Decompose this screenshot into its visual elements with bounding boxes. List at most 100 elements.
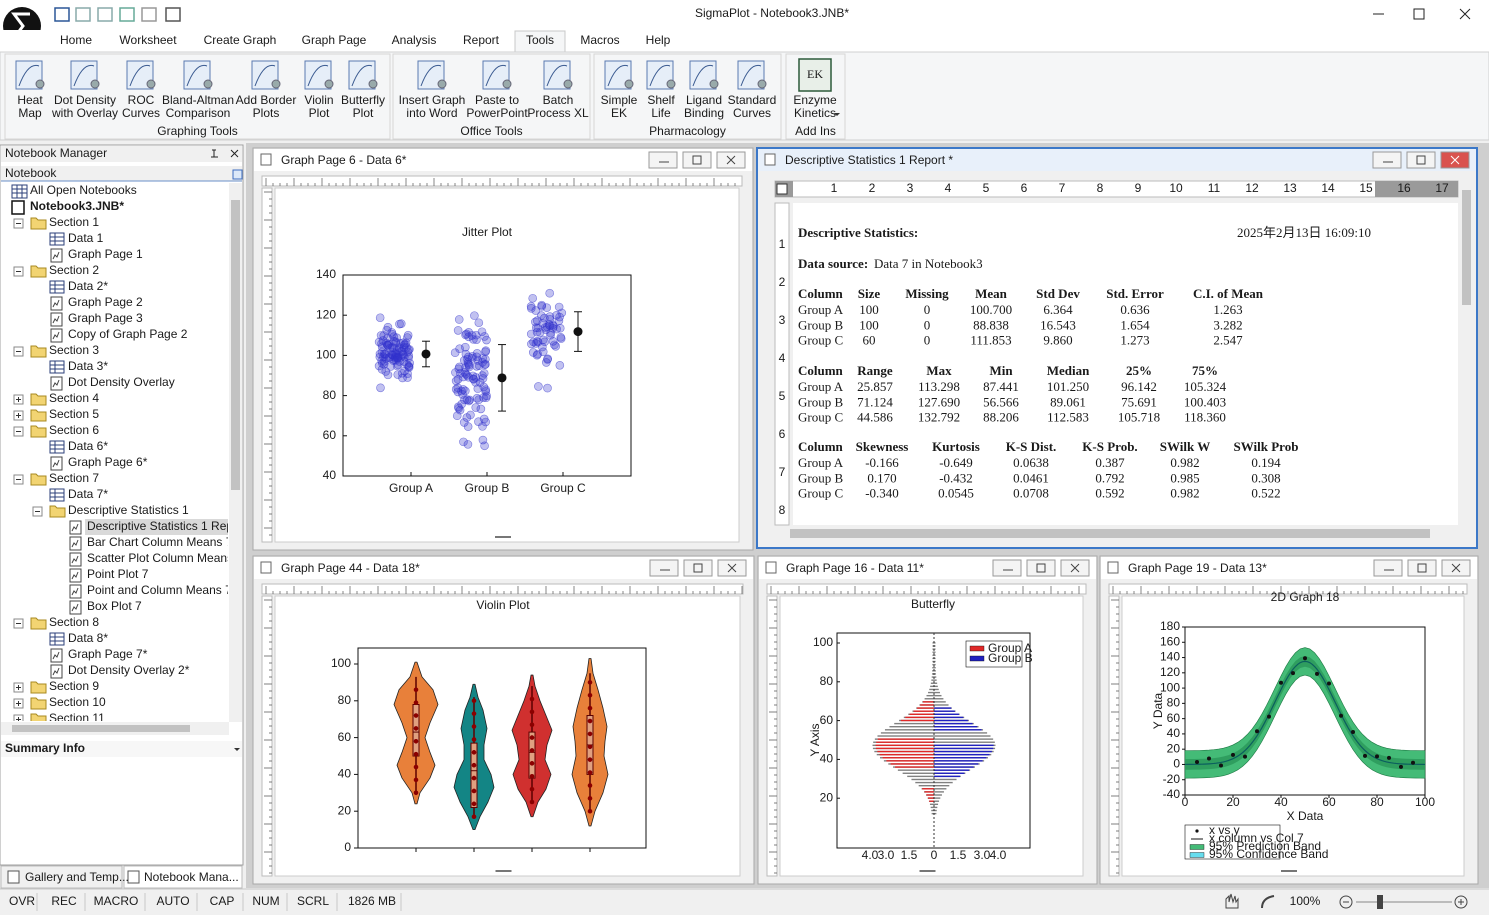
ribbon-button-label[interactable]: EK	[611, 106, 627, 120]
ribbon-button-label[interactable]: PowerPoint	[466, 106, 528, 120]
ribbon-button-label[interactable]: Butterfly	[341, 93, 385, 107]
ribbon-button-label[interactable]: Binding	[684, 106, 724, 120]
child-restore[interactable]	[1407, 559, 1437, 577]
tree-item[interactable]: Data 6*	[68, 439, 108, 453]
zoom-in[interactable]	[1454, 895, 1468, 909]
ribbon-button-label[interactable]: Standard	[728, 93, 777, 107]
ribbon-button-label[interactable]: Curves	[122, 106, 160, 120]
child-minimize[interactable]	[1372, 151, 1402, 169]
close-button[interactable]	[1459, 8, 1471, 20]
panel-close[interactable]	[230, 149, 239, 158]
tree-item[interactable]: Box Plot 7	[87, 599, 142, 613]
ribbon-button-label[interactable]: Shelf	[647, 93, 675, 107]
tree-item[interactable]: Section 3	[49, 343, 99, 357]
tree-item[interactable]: Copy of Graph Page 2	[68, 327, 188, 341]
ribbon-button-label[interactable]: Plot	[309, 106, 330, 120]
ribbon-button-label[interactable]: Map	[18, 106, 42, 120]
tree-item[interactable]: Data 7*	[68, 487, 108, 501]
tree-item[interactable]: Section 2	[49, 263, 99, 277]
tree-item[interactable]: Section 4	[49, 391, 99, 405]
panel-tab-active[interactable]	[123, 865, 243, 889]
tree-item[interactable]: Section 10	[49, 695, 106, 709]
ribbon-tab[interactable]: Report	[463, 33, 500, 47]
tree-item[interactable]: Section 9	[49, 679, 99, 693]
ribbon-button-label[interactable]: Add Border	[236, 93, 297, 107]
tree-item[interactable]: Section 6	[49, 423, 99, 437]
ribbon-button-label[interactable]: ROC	[128, 93, 155, 107]
tree-hscroll-thumb[interactable]	[12, 725, 190, 732]
ribbon-tab[interactable]: Macros	[580, 33, 619, 47]
ribbon-tab[interactable]: Help	[646, 33, 671, 47]
tree-item[interactable]: Descriptive Statistics 1	[68, 503, 189, 517]
tree-item[interactable]: Graph Page 2	[68, 295, 143, 309]
ribbon-button-label[interactable]: Insert Graph	[399, 93, 466, 107]
report-hscroll-thumb[interactable]	[790, 529, 1430, 538]
ribbon-tab[interactable]: Worksheet	[119, 33, 177, 47]
panel-tab[interactable]	[0, 865, 123, 889]
ribbon-button-label[interactable]: Plots	[253, 106, 280, 120]
panel-tab-label[interactable]: Gallery and Temp...	[25, 870, 129, 884]
tree-item[interactable]: Descriptive Statistics 1 Repo	[87, 519, 240, 533]
ribbon-button-label[interactable]: Kinetics	[794, 106, 836, 120]
ribbon-button-label[interactable]: Simple	[601, 93, 638, 107]
ribbon-button-label[interactable]: Ligand	[686, 93, 722, 107]
tree-item[interactable]: Data 3*	[68, 359, 108, 373]
tree-item[interactable]: Data 1	[68, 231, 104, 245]
ribbon-button-label[interactable]: Process XL	[527, 106, 589, 120]
tree-item[interactable]: Graph Page 1	[68, 247, 143, 261]
ribbon-tab[interactable]: Home	[60, 33, 92, 47]
ribbon-tab[interactable]: Analysis	[392, 33, 437, 47]
child-restore[interactable]	[1406, 151, 1436, 169]
ribbon-button-label[interactable]: Enzyme	[793, 93, 837, 107]
tree-vscroll-thumb[interactable]	[231, 200, 240, 490]
child-restore[interactable]	[682, 151, 712, 169]
zoom-out[interactable]	[1339, 895, 1353, 909]
ribbon-button-label[interactable]: Comparison	[166, 106, 231, 120]
tree-item[interactable]: Section 7	[49, 471, 99, 485]
tree-item[interactable]: Section 5	[49, 407, 99, 421]
tree-item[interactable]: Dot Density Overlay 2*	[68, 663, 190, 677]
ribbon-tab[interactable]: Tools	[526, 33, 554, 47]
tree-item[interactable]: Point and Column Means 7	[87, 583, 232, 597]
tree-item[interactable]: Scatter Plot Column Means 7	[87, 551, 243, 565]
ribbon-button-label[interactable]: Batch	[543, 93, 574, 107]
tree-item[interactable]: Data 2*	[68, 279, 108, 293]
zoom-tool[interactable]	[1261, 895, 1275, 909]
ribbon-button-label[interactable]: with Overlay	[51, 106, 118, 120]
ribbon-button-label[interactable]: Violin	[304, 93, 333, 107]
child-minimize[interactable]	[992, 559, 1022, 577]
child-minimize[interactable]	[1373, 559, 1403, 577]
tree-item[interactable]: Graph Page 3	[68, 311, 143, 325]
tree-item[interactable]: Dot Density Overlay	[68, 375, 175, 389]
ribbon-button-label[interactable]: Dot Density	[54, 93, 116, 107]
tree-item[interactable]: Graph Page 6*	[68, 455, 148, 469]
child-restore[interactable]	[683, 559, 713, 577]
tree-item[interactable]: Point Plot 7	[87, 567, 149, 581]
ribbon-tab[interactable]: Graph Page	[302, 33, 367, 47]
ribbon-button-label[interactable]: Curves	[733, 106, 771, 120]
pin-button[interactable]	[211, 149, 218, 158]
ribbon-button-label[interactable]: Paste to	[475, 93, 519, 107]
tree-item[interactable]: Graph Page 7*	[68, 647, 148, 661]
child-minimize[interactable]	[648, 151, 678, 169]
ribbon-button-label[interactable]: into Word	[406, 106, 457, 120]
tree-item[interactable]: Section 1	[49, 215, 99, 229]
tree-item[interactable]: Section 11	[49, 711, 105, 725]
ribbon-button-label[interactable]: Life	[651, 106, 671, 120]
panel-tab-label[interactable]: Notebook Mana...	[144, 870, 239, 884]
maximize-button[interactable]	[1413, 8, 1425, 20]
ribbon-button-label[interactable]: Bland-Altman	[162, 93, 234, 107]
child-minimize[interactable]	[649, 559, 679, 577]
ribbon-button-label[interactable]: Plot	[353, 106, 374, 120]
tree-item[interactable]: Data 8*	[68, 631, 108, 645]
child-restore[interactable]	[1026, 559, 1056, 577]
tree-item[interactable]: Section 8	[49, 615, 99, 629]
ribbon-button-label[interactable]: Heat	[17, 93, 43, 107]
tree-item[interactable]: Notebook3.JNB*	[30, 199, 124, 213]
ribbon-tab[interactable]: Create Graph	[204, 33, 277, 47]
tree-item[interactable]: All Open Notebooks	[30, 183, 137, 197]
report-vscroll-thumb[interactable]	[1462, 190, 1471, 305]
pan-tool[interactable]	[1225, 893, 1239, 909]
tree-item[interactable]: Bar Chart Column Means 7	[87, 535, 233, 549]
zoom-thumb[interactable]	[1377, 895, 1383, 909]
